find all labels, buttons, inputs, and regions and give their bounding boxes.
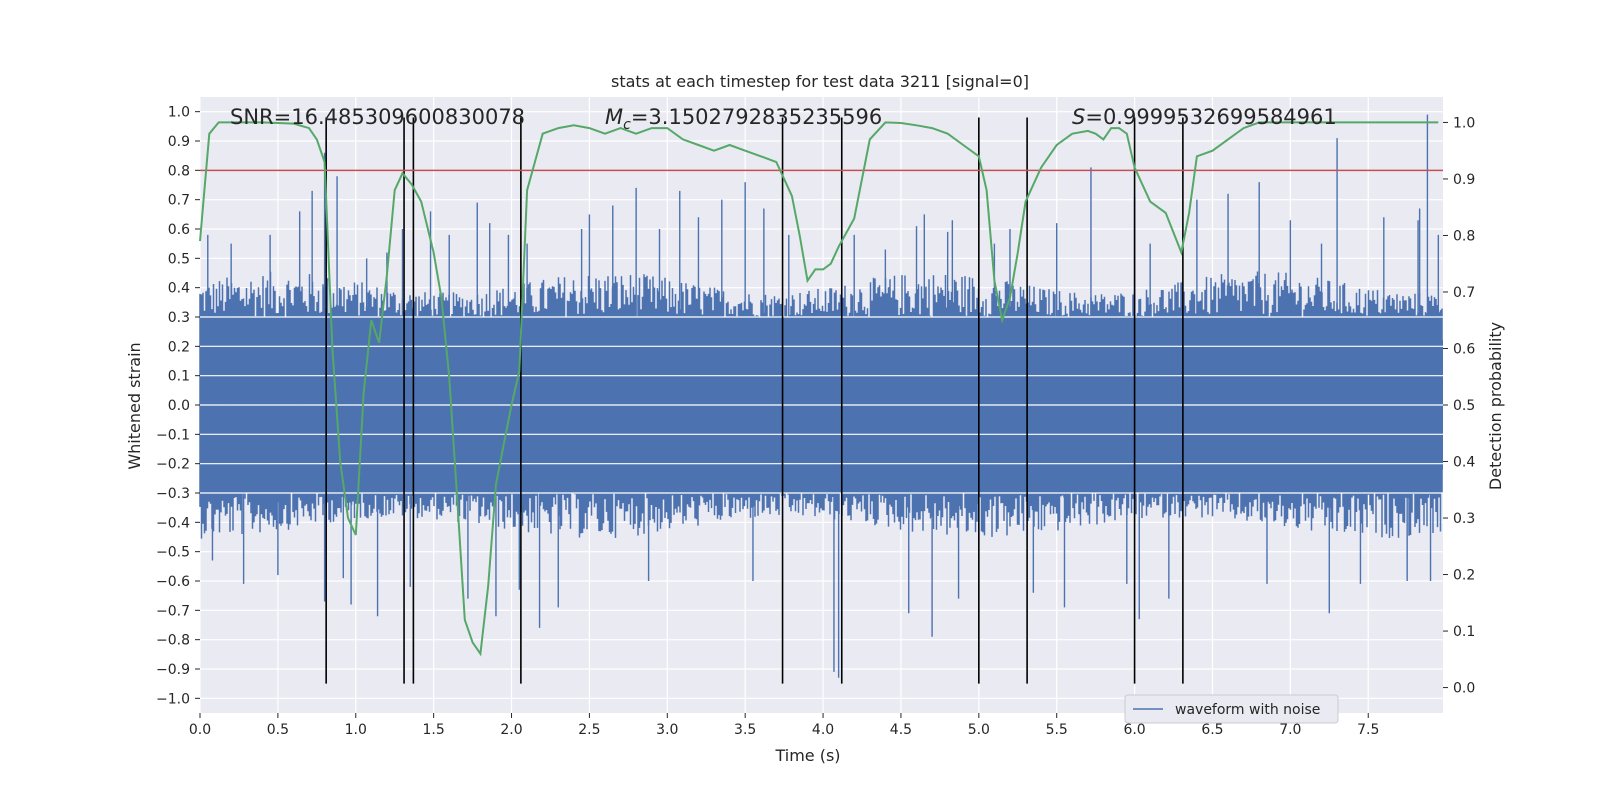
s-value: =0.9999532699584961: [1085, 105, 1336, 129]
y2-axis-ticks: 1.0 0.9 0.8 0.7 0.6 0.5 0.4 0.3 0.2 0.1 0.0: [1443, 115, 1475, 697]
chirp-mass-symbol: M: [605, 105, 623, 129]
s-annotation: S=0.9999532699584961: [1072, 105, 1337, 129]
y-tick-label: −0.1: [156, 427, 190, 443]
x-axis-label: Time (s): [774, 746, 840, 765]
y-tick-label: 0.2: [168, 339, 190, 355]
legend-label: waveform with noise: [1175, 702, 1320, 718]
y2-tick-label: 0.2: [1453, 568, 1475, 584]
x-tick-label: 3.0: [656, 722, 678, 738]
y2-tick-label: 0.5: [1453, 398, 1475, 414]
x-tick-label: 4.5: [890, 722, 912, 738]
y2-tick-label: 0.6: [1453, 341, 1475, 357]
x-tick-label: 5.5: [1046, 722, 1068, 738]
y-tick-label: 0.0: [168, 398, 190, 414]
y2-tick-label: 0.1: [1453, 624, 1475, 640]
x-tick-label: 4.0: [812, 722, 834, 738]
chart-title: stats at each timestep for test data 321…: [611, 72, 1029, 91]
chirp-mass-value: =3.1502792835235596: [631, 105, 882, 129]
x-tick-label: 0.5: [267, 722, 289, 738]
y2-tick-label: 0.3: [1453, 511, 1475, 527]
y-tick-label: 0.3: [168, 310, 190, 326]
x-tick-label: 6.5: [1201, 722, 1223, 738]
y-tick-label: −0.3: [156, 486, 190, 502]
y-tick-label: 0.7: [168, 193, 190, 209]
x-tick-label: 0.0: [189, 722, 211, 738]
x-tick-label: 2.5: [578, 722, 600, 738]
waveform-series: [199, 114, 1443, 678]
y-tick-label: −1.0: [156, 691, 190, 707]
snr-annotation: SNR=16.485309600830078: [230, 105, 525, 129]
x-tick-label: 3.5: [734, 722, 756, 738]
y-tick-label: 0.1: [168, 369, 190, 385]
y2-tick-label: 0.7: [1453, 285, 1475, 301]
x-tick-label: 1.5: [423, 722, 445, 738]
y-tick-label: −0.4: [156, 515, 190, 531]
y-tick-label: −0.8: [156, 633, 190, 649]
legend-box: [1124, 694, 1339, 724]
y-tick-label: 0.8: [168, 163, 190, 179]
y-axis-ticks: 1.0 0.9 0.8 0.7 0.6 0.5 0.4 0.3 0.2 0.1 0.0 −0.1 −0.…: [156, 105, 200, 707]
event-markers: [325, 117, 1184, 684]
y2-tick-label: 0.0: [1453, 681, 1475, 697]
x-tick-label: 2.0: [500, 722, 522, 738]
y-tick-label: 0.6: [168, 222, 190, 238]
y2-tick-label: 0.9: [1453, 172, 1475, 188]
y-axis-label: Whitened strain: [125, 342, 144, 469]
y-tick-label: −0.9: [156, 662, 190, 678]
x-tick-label: 5.0: [968, 722, 990, 738]
x-tick-label: 7.5: [1357, 722, 1379, 738]
y2-axis-label: Detection probability: [1486, 322, 1505, 490]
y2-tick-label: 0.4: [1453, 455, 1475, 471]
detection-probability-line: [199, 121, 1439, 657]
y-tick-label: 1.0: [168, 105, 190, 121]
y-tick-label: 0.9: [168, 134, 190, 150]
y-tick-label: 0.5: [168, 251, 190, 267]
y2-tick-label: 1.0: [1453, 115, 1475, 131]
chirp-mass-subscript: c: [623, 117, 631, 133]
legend: waveform with noise: [1124, 694, 1339, 724]
y-tick-label: −0.6: [156, 574, 190, 590]
y-tick-label: −0.5: [156, 545, 190, 561]
x-tick-label: 7.0: [1279, 722, 1301, 738]
x-tick-label: 1.0: [345, 722, 367, 738]
y-tick-label: −0.7: [156, 603, 190, 619]
y2-tick-label: 0.8: [1453, 228, 1475, 244]
y-tick-label: 0.4: [168, 281, 190, 297]
x-tick-label: 6.0: [1123, 722, 1145, 738]
s-symbol: S: [1072, 105, 1085, 129]
y-tick-label: −0.2: [156, 457, 190, 473]
chirp-mass-annotation: Mc=3.1502792835235596: [605, 105, 882, 133]
